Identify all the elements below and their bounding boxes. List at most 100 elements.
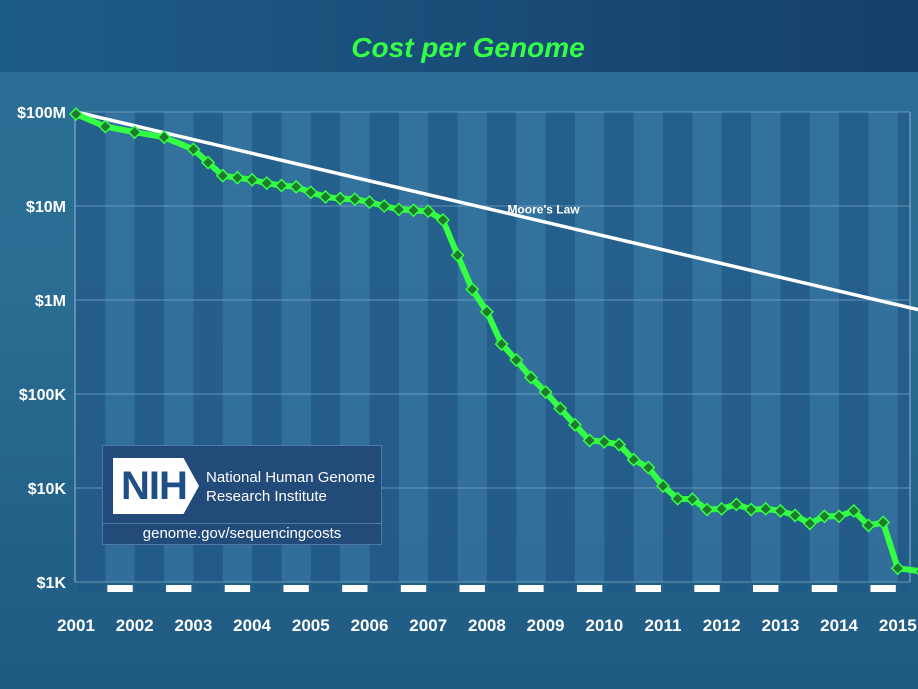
- x-axis-segment: [606, 585, 632, 592]
- data-point-marker: [98, 119, 113, 134]
- x-tick-label: 2004: [233, 616, 271, 635]
- nih-logo-mark: NIH: [113, 458, 199, 514]
- data-point-marker: [435, 212, 450, 228]
- x-axis-segment: [430, 585, 456, 592]
- data-point-marker: [817, 509, 832, 524]
- data-point-marker: [876, 515, 891, 530]
- data-point-marker: [685, 492, 700, 507]
- data-point-marker: [215, 168, 230, 183]
- x-axis-segment: [107, 585, 133, 592]
- x-axis-segment: [723, 585, 750, 592]
- y-tick-label: $1K: [37, 575, 67, 592]
- data-point-marker: [318, 189, 333, 204]
- x-axis-segment: [459, 585, 485, 592]
- stripe: [868, 112, 898, 582]
- y-tick-label: $10K: [28, 481, 67, 498]
- data-point-marker: [450, 248, 465, 263]
- data-point-marker: [259, 176, 274, 191]
- x-tick-label: 2005: [292, 616, 330, 635]
- x-tick-label: 2015: [879, 616, 917, 635]
- data-point-marker: [523, 370, 538, 385]
- data-point-marker: [465, 282, 480, 297]
- data-point-marker: [538, 384, 553, 400]
- data-point-marker: [699, 502, 715, 517]
- stripe: [574, 112, 605, 582]
- data-point-marker: [788, 508, 803, 523]
- data-point-marker: [274, 178, 289, 193]
- x-axis-segment: [694, 585, 720, 592]
- data-point-marker: [289, 179, 304, 194]
- x-axis-segment: [899, 585, 908, 592]
- data-point-marker: [479, 304, 494, 319]
- stripe: [76, 112, 106, 582]
- nih-logo-box: NIH National Human Genome Research Insti…: [102, 445, 382, 545]
- annotations-layer: Moore's Law: [507, 203, 580, 217]
- x-axis-segment: [283, 585, 309, 592]
- data-point-marker: [347, 192, 362, 207]
- x-tick-label: 2003: [174, 616, 212, 635]
- stripe: [633, 112, 663, 582]
- data-point-marker: [670, 491, 685, 506]
- y-tick-label: $100K: [19, 387, 67, 404]
- institute-name: National Human Genome Research Institute: [206, 468, 381, 506]
- x-axis-segment: [488, 585, 515, 592]
- x-axis-segment: [841, 585, 867, 592]
- series-layer: [68, 107, 918, 576]
- sequencing-costs-link[interactable]: genome.gov/sequencingcosts: [142, 525, 342, 542]
- x-tick-label: 2010: [585, 616, 623, 635]
- data-point-marker: [611, 437, 627, 452]
- x-tick-label: 2001: [57, 616, 95, 635]
- stripe: [897, 112, 910, 582]
- data-point-marker: [127, 125, 142, 140]
- data-point-marker: [333, 191, 348, 206]
- institute-name-line1: National Human Genome: [206, 469, 376, 486]
- stripe: [780, 112, 810, 582]
- data-point-marker: [861, 518, 876, 533]
- x-axis-segment: [547, 585, 573, 592]
- data-point-marker: [156, 130, 172, 145]
- data-point-marker: [846, 503, 861, 519]
- x-axis-segment: [371, 585, 397, 592]
- data-point-marker: [553, 401, 568, 416]
- chart-title: Cost per Genome: [351, 32, 584, 63]
- stripe: [545, 112, 575, 582]
- x-axis-segment: [400, 585, 427, 592]
- data-point-marker: [362, 195, 377, 210]
- x-tick-label: 2006: [351, 616, 389, 635]
- data-point-marker: [743, 502, 759, 517]
- x-tick-label: 2007: [409, 616, 447, 635]
- stripe: [457, 112, 487, 582]
- data-point-marker: [758, 501, 773, 516]
- title-band: [0, 0, 918, 72]
- data-point-marker: [626, 452, 641, 467]
- x-axis-segment: [870, 585, 896, 592]
- x-tick-label: 2012: [703, 616, 741, 635]
- logo-divider: [103, 523, 381, 524]
- data-point-marker: [641, 460, 656, 475]
- x-axis-segment: [665, 585, 691, 592]
- data-point-marker: [186, 142, 201, 157]
- x-tick-label: 2009: [527, 616, 565, 635]
- institute-name-line2: Research Institute: [206, 488, 327, 505]
- data-point-marker: [391, 202, 406, 217]
- x-axis-segment: [782, 585, 808, 592]
- data-point-marker: [68, 107, 84, 122]
- x-tick-label: 2008: [468, 616, 506, 635]
- y-tick-labels: $100M $10M $1M $100K $10K $1K: [17, 105, 66, 592]
- x-tick-label: 2011: [645, 616, 682, 635]
- x-axis-segment: [753, 585, 779, 592]
- grid-lines: [74, 111, 911, 583]
- x-axis-segment: [576, 585, 603, 592]
- stripe: [663, 112, 693, 582]
- data-point-marker: [655, 478, 671, 494]
- stripe: [604, 112, 634, 582]
- x-tick-labels: 2001 2002 2003 2004 2005 2006 2007 2008 2009 2010…: [57, 616, 917, 635]
- moores-law-label: Moore's Law: [507, 203, 580, 217]
- x-axis-segment: [635, 585, 661, 592]
- stripe: [428, 112, 458, 582]
- x-axis-segment: [342, 585, 368, 592]
- x-axis-segment: [811, 585, 838, 592]
- x-axis-segment: [312, 585, 339, 592]
- data-point-marker: [421, 204, 436, 219]
